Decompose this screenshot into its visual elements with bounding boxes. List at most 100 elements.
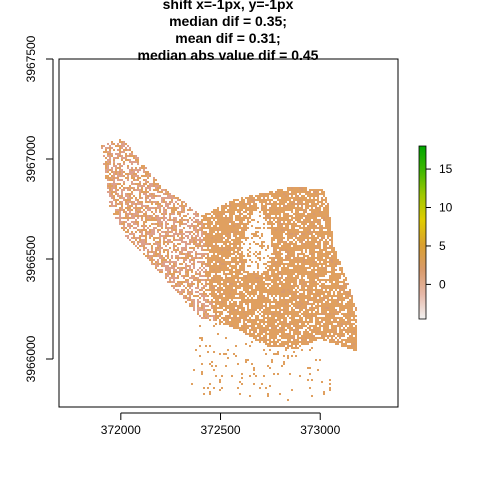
- raster-cell: [305, 247, 307, 249]
- raster-cell: [149, 233, 151, 235]
- raster-cell: [285, 255, 287, 257]
- raster-cell: [205, 279, 207, 281]
- raster-cell: [155, 211, 157, 213]
- raster-cell: [321, 279, 323, 281]
- raster-cell: [339, 267, 341, 269]
- raster-cell: [157, 263, 159, 265]
- raster-cell: [327, 233, 329, 235]
- raster-cell: [315, 241, 317, 243]
- raster-cell: [329, 217, 331, 219]
- raster-cell: [223, 227, 225, 229]
- raster-cell: [233, 199, 235, 201]
- raster-cell: [177, 281, 179, 283]
- raster-cell: [245, 207, 247, 209]
- raster-cell: [173, 217, 175, 219]
- raster-cell: [195, 277, 197, 279]
- raster-cell: [173, 223, 175, 225]
- raster-cell: [193, 307, 195, 309]
- raster-cell: [227, 219, 229, 221]
- raster-cell: [295, 225, 297, 227]
- raster-cell: [257, 325, 259, 327]
- raster-cell: [313, 327, 315, 329]
- raster-cell: [225, 205, 227, 207]
- raster-cell: [139, 177, 141, 179]
- raster-cell: [263, 263, 265, 265]
- raster-cell: [329, 323, 331, 325]
- raster-cell: [225, 203, 227, 205]
- raster-cell: [273, 325, 275, 327]
- raster-cell: [273, 227, 275, 229]
- raster-cell: [233, 291, 235, 293]
- raster-cell: [173, 247, 175, 249]
- raster-cell: [213, 241, 215, 243]
- raster-cell: [295, 217, 297, 219]
- raster-cell: [321, 191, 323, 193]
- raster-cell: [261, 199, 263, 201]
- raster-cell: [203, 317, 205, 319]
- raster-cell: [295, 293, 297, 295]
- raster-cell: [333, 247, 335, 249]
- raster-cell: [291, 207, 293, 209]
- raster-cell: [267, 283, 269, 285]
- raster-cell: [245, 205, 247, 207]
- raster-cell: [181, 233, 183, 235]
- raster-cell: [121, 207, 123, 209]
- raster-cell: [295, 193, 297, 195]
- raster-cell: [245, 223, 247, 225]
- raster-cell: [231, 325, 233, 327]
- raster-cell: [131, 237, 133, 239]
- raster-cell: [283, 259, 285, 261]
- raster-cell: [293, 193, 295, 195]
- raster-cell: [143, 225, 145, 227]
- raster-cell: [325, 315, 327, 317]
- raster-cell: [119, 179, 121, 181]
- raster-cell: [197, 257, 199, 259]
- raster-cell: [319, 233, 321, 235]
- raster-cell: [333, 261, 335, 263]
- raster-cell: [281, 247, 283, 249]
- raster-cell: [127, 175, 129, 177]
- raster-cell: [297, 259, 299, 261]
- raster-cell: [131, 225, 133, 227]
- raster-cell: [317, 247, 319, 249]
- raster-cell: [283, 327, 285, 329]
- raster-cell: [121, 185, 123, 187]
- raster-cell: [267, 329, 269, 331]
- raster-cell: [323, 291, 325, 293]
- raster-cell: [253, 235, 255, 237]
- raster-cell: [295, 209, 297, 211]
- raster-cell: [281, 197, 283, 199]
- raster-cell: [115, 199, 117, 201]
- raster-cell: [237, 271, 239, 273]
- raster-cell: [249, 203, 251, 205]
- raster-cell: [325, 327, 327, 329]
- raster-cell: [307, 255, 309, 257]
- raster-cell: [151, 201, 153, 203]
- raster-cell: [167, 223, 169, 225]
- raster-cell: [297, 265, 299, 267]
- raster-cell: [203, 231, 205, 233]
- raster-cell: [109, 193, 111, 195]
- raster-cell: [263, 213, 265, 215]
- raster-cell: [113, 191, 115, 193]
- raster-cell: [289, 231, 291, 233]
- raster-cell: [317, 277, 319, 279]
- raster-cell: [317, 219, 319, 221]
- raster-cell: [255, 255, 257, 257]
- raster-cell: [157, 255, 159, 257]
- raster-cell: [169, 241, 171, 243]
- raster-cell: [143, 249, 145, 251]
- raster-cell: [171, 219, 173, 221]
- raster-cell: [205, 217, 207, 219]
- raster-cell: [223, 251, 225, 253]
- raster-cell: [161, 261, 163, 263]
- raster-cell: [213, 275, 215, 277]
- raster-cell: [107, 191, 109, 193]
- raster-cell: [339, 325, 341, 327]
- raster-cell: [173, 273, 175, 275]
- raster-cell: [215, 223, 217, 225]
- raster-cell: [219, 241, 221, 243]
- raster-cell: [237, 327, 239, 329]
- raster-cell: [125, 203, 127, 205]
- raster-cell: [169, 239, 171, 241]
